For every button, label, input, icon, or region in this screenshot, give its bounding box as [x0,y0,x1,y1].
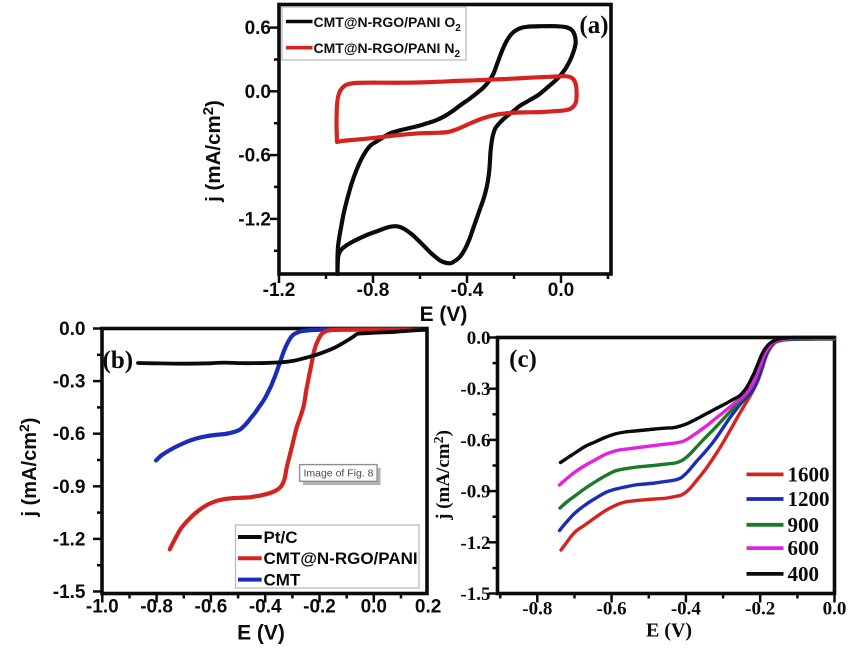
svg-text:-0.4: -0.4 [671,599,702,620]
svg-text:600: 600 [788,536,820,560]
svg-text:E (V): E (V) [646,620,692,642]
svg-text:j (mA/cm2): j (mA/cm2) [200,100,225,203]
svg-text:Pt/C: Pt/C [264,528,298,547]
svg-text:-0.6: -0.6 [53,424,86,445]
svg-text:Image of Fig. 8: Image of Fig. 8 [303,468,373,480]
svg-text:900: 900 [788,513,820,537]
svg-text:(b): (b) [103,347,134,374]
svg-text:-0.6: -0.6 [597,599,627,620]
svg-text:-1.5: -1.5 [53,582,86,603]
svg-text:0.0: 0.0 [548,280,574,301]
svg-text:-0.4: -0.4 [249,597,282,618]
svg-text:-0.8: -0.8 [357,280,390,301]
svg-text:j (mA/cm2): j (mA/cm2) [16,418,41,518]
svg-text:-0.9: -0.9 [53,477,86,498]
svg-text:(a): (a) [579,12,608,39]
svg-text:0.0: 0.0 [245,82,271,103]
svg-text:CMT@N-RGO/PANI O2: CMT@N-RGO/PANI O2 [314,14,462,34]
svg-text:CMT@N-RGO/PANI: CMT@N-RGO/PANI [264,549,418,568]
svg-text:E (V): E (V) [237,622,285,645]
svg-text:-1.2: -1.2 [238,209,271,230]
svg-text:-0.8: -0.8 [522,599,552,620]
svg-text:-1.5: -1.5 [460,584,490,605]
svg-text:-1.2: -1.2 [460,533,490,554]
svg-text:1600: 1600 [788,462,830,486]
svg-text:-0.9: -0.9 [460,482,490,503]
svg-text:0.6: 0.6 [245,18,271,39]
svg-text:-0.3: -0.3 [460,379,490,400]
svg-text:400: 400 [788,562,820,586]
svg-text:-1.0: -1.0 [86,597,119,618]
svg-text:-0.3: -0.3 [53,372,86,393]
svg-text:-0.6: -0.6 [238,146,271,167]
svg-text:CMT: CMT [264,570,301,589]
svg-text:0.0: 0.0 [467,328,491,349]
svg-text:-0.8: -0.8 [140,597,173,618]
svg-text:0.0: 0.0 [361,597,387,618]
svg-text:-0.2: -0.2 [745,599,775,620]
svg-text:0.0: 0.0 [59,319,85,340]
svg-text:-0.4: -0.4 [451,280,484,301]
svg-text:j (mA/cm2): j (mA/cm2) [432,430,454,521]
svg-text:CMT@N-RGO/PANI N2: CMT@N-RGO/PANI N2 [314,40,461,60]
svg-text:-0.6: -0.6 [195,597,228,618]
svg-text:0.2: 0.2 [415,597,441,618]
svg-text:E (V): E (V) [420,303,468,326]
svg-text:-1.2: -1.2 [53,529,86,550]
svg-text:-1.2: -1.2 [263,280,296,301]
svg-text:-0.6: -0.6 [460,430,490,451]
svg-text:1200: 1200 [788,487,830,511]
svg-text:(c): (c) [509,346,537,373]
svg-text:-0.2: -0.2 [303,597,336,618]
svg-text:0.0: 0.0 [823,599,847,620]
